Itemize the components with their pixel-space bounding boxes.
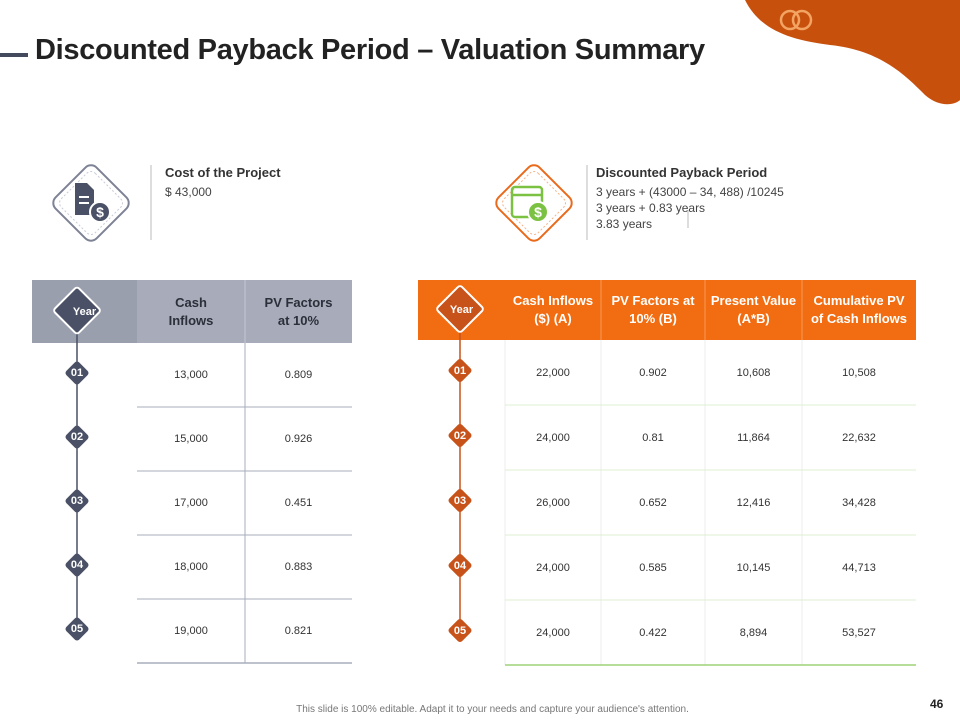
year-label: 04 bbox=[70, 559, 84, 571]
card-line: 3 years + (43000 – 34, 488) /10245 bbox=[596, 185, 784, 199]
table-cell: 13,000 bbox=[174, 369, 208, 381]
header-line: PV Factors at bbox=[611, 293, 695, 308]
year-label: 03 bbox=[70, 495, 84, 507]
year-badge bbox=[448, 359, 472, 382]
column-header: Cumulative PV of Cash Inflows bbox=[802, 280, 916, 340]
page-number: 46 bbox=[930, 697, 944, 711]
table-cell: 10,145 bbox=[736, 561, 771, 574]
header-line: Cash bbox=[175, 294, 207, 310]
year-label: 05 bbox=[70, 623, 84, 635]
header-line: of Cash Inflows bbox=[810, 311, 908, 326]
year-badge bbox=[65, 489, 89, 513]
year-label: 01 bbox=[70, 367, 84, 379]
table-cell: 12,416 bbox=[736, 496, 771, 509]
corner-blob bbox=[745, 0, 960, 105]
year-badge bbox=[65, 425, 89, 449]
table-cell: 44,713 bbox=[842, 561, 876, 574]
payback-icon: $ bbox=[495, 164, 573, 242]
cost-card: Cost of the Project $ 43,000 bbox=[165, 165, 281, 200]
header-row bbox=[418, 280, 916, 340]
table-cell: 0.926 bbox=[284, 433, 313, 445]
header-line: Year bbox=[72, 305, 97, 318]
table-cell: 24,000 bbox=[536, 431, 570, 444]
table-cell: 18,000 bbox=[174, 561, 208, 573]
card-line: $ 43,000 bbox=[165, 185, 212, 199]
table-cell: 22,632 bbox=[842, 431, 876, 444]
year-label: 01 bbox=[453, 364, 467, 377]
year-badge bbox=[448, 554, 472, 577]
payback-card: Discounted Payback Period 3 years + (430… bbox=[596, 165, 784, 232]
header-line: (A*B) bbox=[737, 311, 770, 326]
table-cell: 53,527 bbox=[842, 626, 876, 639]
svg-text:$: $ bbox=[534, 204, 542, 220]
table-cell: 0.902 bbox=[639, 366, 667, 379]
column-header: Year bbox=[32, 280, 137, 343]
header-line: at 10% bbox=[277, 312, 320, 328]
card-line: 3 years + 0.83 years bbox=[596, 201, 706, 215]
year-badge bbox=[448, 424, 472, 447]
table-cell: 15,000 bbox=[174, 433, 208, 445]
header-line: ($) (A) bbox=[534, 311, 572, 326]
footer-note: This slide is 100% editable. Adapt it to… bbox=[296, 704, 689, 715]
card-title: Cost of the Project bbox=[165, 165, 281, 180]
header-line: Cash Inflows bbox=[512, 293, 594, 308]
card-line: 3.83 years bbox=[596, 217, 653, 231]
column-header: Present Value (A*B) bbox=[705, 280, 802, 340]
card-title: Discounted Payback Period bbox=[596, 165, 768, 180]
table-cell: 0.422 bbox=[639, 626, 667, 639]
table-cell: 24,000 bbox=[536, 626, 570, 639]
year-label: 04 bbox=[453, 559, 467, 572]
table-cell: 11,864 bbox=[737, 431, 770, 444]
year-label: 02 bbox=[70, 431, 84, 443]
table-cell: 26,000 bbox=[536, 496, 570, 509]
header-line: Cumulative PV bbox=[813, 293, 905, 308]
header-line: Year bbox=[449, 304, 474, 316]
year-badge bbox=[448, 619, 472, 642]
table-cell: 10,508 bbox=[842, 366, 876, 379]
table-cell: 0.585 bbox=[639, 561, 667, 574]
year-label: 05 bbox=[453, 624, 467, 637]
table-cell: 22,000 bbox=[536, 366, 570, 379]
year-badge bbox=[65, 617, 89, 641]
header-line: Inflows bbox=[168, 312, 214, 328]
svg-text:$: $ bbox=[96, 204, 104, 220]
table-cell: 24,000 bbox=[536, 561, 570, 574]
table-cell: 17,000 bbox=[174, 497, 208, 509]
year-badge bbox=[65, 553, 89, 577]
header-line: 10% (B) bbox=[629, 311, 677, 326]
table-cell: 10,608 bbox=[736, 366, 771, 379]
column-header: Year bbox=[418, 280, 505, 340]
column-header: PV Factors at 10% bbox=[245, 280, 352, 343]
year-label: 03 bbox=[453, 494, 467, 507]
header-line: Present Value bbox=[710, 293, 797, 308]
ring bbox=[779, 9, 801, 31]
slide-title: Discounted Payback Period – Valuation Su… bbox=[35, 34, 705, 66]
ring bbox=[791, 9, 813, 31]
table-cell: 0.652 bbox=[639, 496, 667, 509]
table-cell: 0.81 bbox=[642, 431, 664, 444]
year-badge bbox=[65, 361, 89, 385]
card-body: $ 43,000 bbox=[165, 184, 281, 200]
year-badge bbox=[436, 285, 484, 333]
table-cell: 19,000 bbox=[174, 625, 208, 637]
header-line: PV Factors bbox=[264, 294, 333, 310]
column-header: Cash Inflows ($) (A) bbox=[505, 280, 601, 340]
column-header: PV Factors at 10% (B) bbox=[601, 280, 705, 340]
year-badge bbox=[53, 286, 101, 335]
table-cell: 0.451 bbox=[284, 497, 313, 509]
cost-icon: $ bbox=[52, 164, 130, 242]
table-cell: 0.821 bbox=[284, 625, 313, 637]
year-label: 02 bbox=[453, 429, 467, 442]
table-cell: 34,428 bbox=[842, 496, 876, 509]
table-cell: 0.809 bbox=[284, 369, 313, 381]
column-header: Cash Inflows bbox=[137, 280, 245, 343]
table-cell: 0.883 bbox=[284, 561, 313, 573]
table-cell: 8,894 bbox=[739, 626, 768, 639]
year-badge bbox=[448, 489, 472, 512]
card-body: 3 years + (43000 – 34, 488) /10245 3 year… bbox=[596, 184, 784, 232]
